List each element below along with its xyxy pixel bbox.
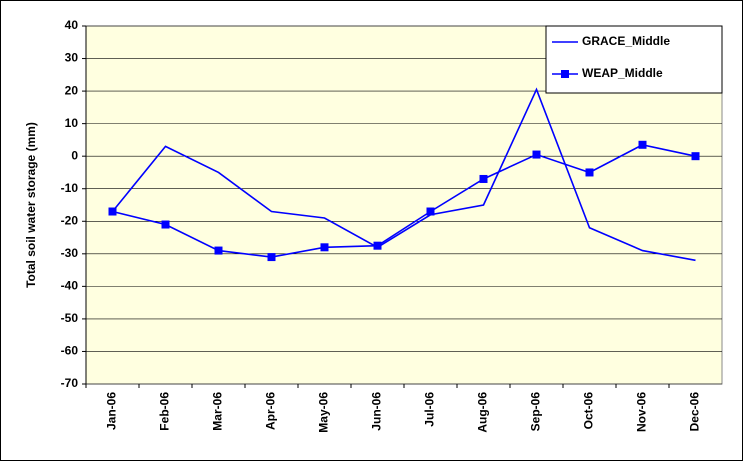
x-tick-label: Sep-06	[529, 392, 543, 432]
legend-marker	[561, 70, 569, 78]
y-tick-label: -20	[61, 213, 79, 227]
x-tick-label: Jun-06	[370, 392, 384, 431]
series-line	[112, 143, 696, 258]
point-marker	[691, 152, 700, 161]
point-marker	[267, 253, 276, 262]
x-tick-label: Apr-06	[264, 392, 278, 430]
x-tick-label: Jan-06	[105, 392, 119, 430]
x-tick-label: Nov-06	[635, 392, 649, 432]
y-tick-label: 0	[71, 148, 78, 162]
legend-box	[545, 25, 723, 94]
x-tick-label: Aug-06	[476, 392, 490, 433]
x-tick-label: Feb-06	[158, 392, 172, 431]
x-tick-label: Mar-06	[211, 392, 225, 431]
point-marker	[214, 246, 223, 255]
legend-label: WEAP_Middle	[582, 66, 663, 80]
y-tick-label: -70	[61, 376, 79, 390]
y-tick-label: -50	[61, 311, 79, 325]
point-marker	[479, 174, 488, 183]
x-tick-label: Jul-06	[423, 392, 437, 427]
point-marker	[373, 241, 382, 250]
point-marker	[426, 207, 435, 216]
y-tick-label: -30	[61, 246, 79, 260]
x-tick-label: Dec-06	[688, 392, 702, 432]
y-tick-label: 30	[65, 51, 79, 65]
y-tick-label: -10	[61, 181, 79, 195]
point-marker	[108, 207, 117, 216]
point-marker	[638, 140, 647, 149]
point-marker	[320, 243, 329, 252]
point-marker	[585, 168, 594, 177]
y-tick-label: 10	[65, 116, 79, 130]
point-marker	[532, 150, 541, 159]
legend-label: GRACE_Middle	[582, 34, 670, 48]
x-tick-label: May-06	[317, 392, 331, 433]
series-line	[111, 87, 696, 262]
y-tick-label: -60	[61, 344, 79, 358]
y-tick-label: 40	[65, 18, 79, 32]
x-tick-label: Oct-06	[582, 392, 596, 430]
y-tick-label: 20	[65, 83, 79, 97]
y-axis-title: Total soil water storage (mm)	[24, 122, 38, 288]
point-marker	[161, 220, 170, 229]
y-tick-label: -40	[61, 279, 79, 293]
